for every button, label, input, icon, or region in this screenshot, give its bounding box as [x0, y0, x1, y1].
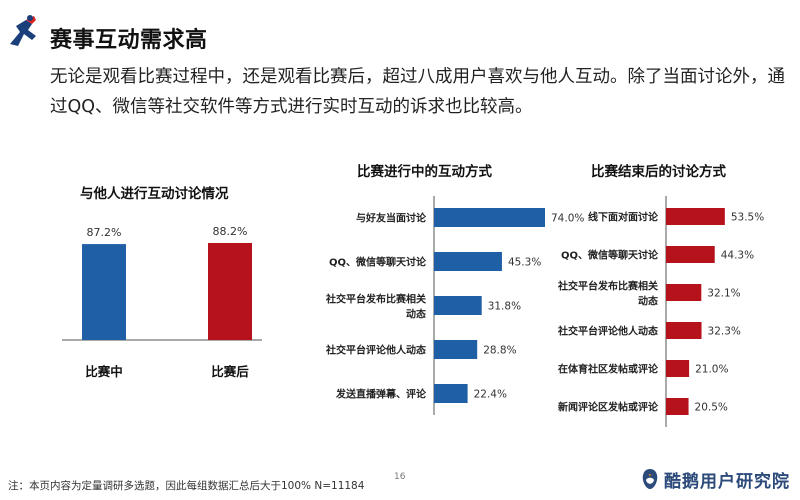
runner-logo-icon: [10, 15, 36, 46]
chart-1-value-label: 87.2%: [87, 226, 122, 239]
chart-2-category-label: 与好友当面讨论: [356, 212, 427, 225]
chart-1-category-label: 比赛中: [85, 364, 123, 379]
chart-2-category-label: 社交平台评论他人动态: [325, 344, 426, 357]
chart-3-bar: [666, 284, 702, 301]
page-number: 16: [394, 472, 406, 482]
chart-2-title: 比赛进行中的互动方式: [357, 164, 492, 180]
chart-2-bar: [434, 340, 478, 359]
chart-3-bar: [666, 246, 715, 263]
brand-logo: 酷鹅用户研究院: [640, 466, 790, 492]
chart-3-category-label: 社交平台评论他人动态: [557, 325, 658, 338]
chart-2-category-label: 发送直播弹幕、评论: [335, 388, 427, 401]
chart-3-value-label: 32.3%: [708, 326, 741, 338]
chart-3-value-label: 44.3%: [721, 250, 754, 262]
chart-1-bar: [82, 244, 126, 340]
page-title: 赛事互动需求高: [50, 28, 208, 53]
chart-3-bar: [666, 360, 690, 377]
chart-3-category-label: 动态: [638, 295, 658, 308]
chart-2-bar: [434, 208, 545, 227]
chart-2-value-label: 31.8%: [488, 301, 521, 313]
chart-2-bar: [434, 384, 468, 403]
chart-2-value-label: 22.4%: [474, 389, 507, 401]
chart-3-value-label: 53.5%: [731, 212, 764, 224]
chart-3-category-label: QQ、微信等聊天讨论: [561, 249, 659, 262]
chart-2-bar: [434, 296, 482, 315]
chart-2-bar: [434, 252, 502, 271]
page-description: 无论是观看比赛过程中，还是观看比赛后，超过八成用户喜欢与他人互动。除了当面讨论外…: [50, 67, 785, 117]
chart-3-category-label: 新闻评论区发帖或评论: [558, 401, 659, 414]
footnote: 注：本页内容为定量调研多选题，因此每组数据汇总后大于100% N=11184: [8, 480, 365, 492]
chart-1-title: 与他人进行互动讨论情况: [80, 186, 229, 202]
chart-3-category-label: 在体育社区发帖或评论: [558, 363, 659, 376]
chart-3-category-label: 线下面对面讨论: [588, 211, 659, 224]
chart-3-bar: [666, 322, 702, 339]
penguin-icon: [642, 469, 658, 489]
chart-3-value-label: 32.1%: [707, 288, 740, 300]
chart-3-category-label: 社交平台发布比赛相关: [557, 280, 658, 293]
chart-1-value-label: 88.2%: [213, 225, 248, 238]
chart-3-value-label: 20.5%: [695, 402, 728, 414]
chart-3-title: 比赛结束后的讨论方式: [591, 164, 726, 180]
chart-1-bar: [208, 242, 252, 340]
chart-2-category-label: 动态: [406, 308, 426, 321]
chart-2-category-label: 社交平台发布比赛相关: [325, 293, 426, 306]
brand-name: 酷鹅用户研究院: [664, 471, 790, 492]
chart-2-value-label: 74.0%: [551, 213, 584, 225]
chart-2-category-label: QQ、微信等聊天讨论: [329, 256, 427, 269]
chart-3-bar: [666, 208, 725, 225]
chart-1-category-label: 比赛后: [211, 364, 249, 379]
chart-3-value-label: 21.0%: [695, 364, 728, 376]
chart-3-bar: [666, 398, 689, 415]
chart-2-value-label: 28.8%: [483, 345, 516, 357]
chart-2-value-label: 45.3%: [508, 257, 541, 269]
